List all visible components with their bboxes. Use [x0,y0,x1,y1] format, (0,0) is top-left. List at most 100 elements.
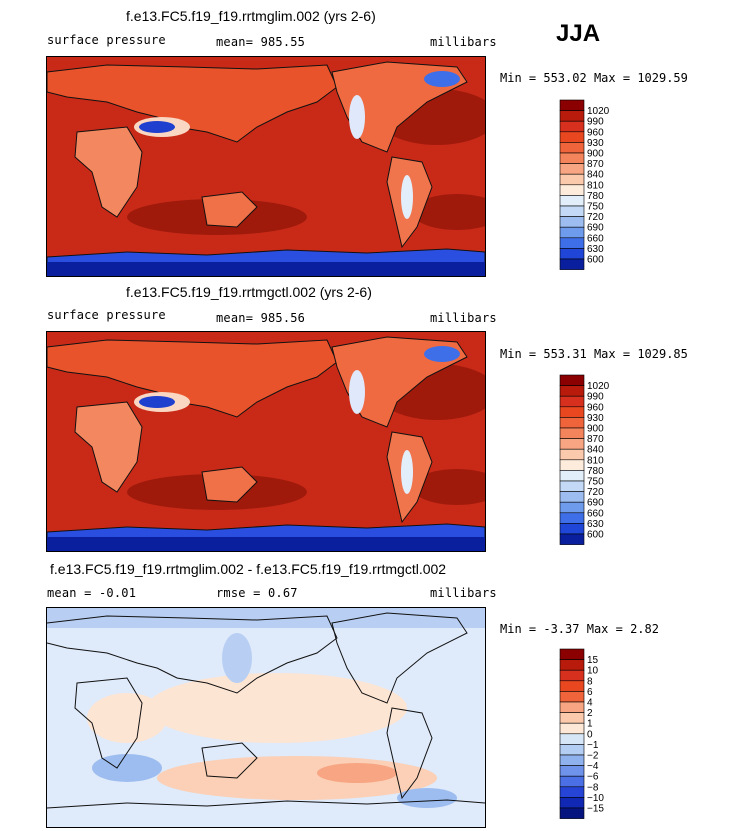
colorbar-tick-label: 630 [587,519,604,530]
panel2-greenland-low [424,346,460,362]
colorbar-tick-label: 840 [587,445,604,456]
panel3-southern-peak [317,763,397,783]
colorbar-swatch [559,512,585,524]
colorbar-swatch [559,258,585,270]
panel1-map-svg [47,57,485,276]
panel1-units: millibars [430,35,497,49]
panel2-map-svg [47,332,485,551]
panel3-min-label: Min = [500,622,537,636]
colorbar-swatch [559,142,585,154]
panel1-min-label: Min = [500,71,537,85]
colorbar-tick-label: 720 [587,212,604,223]
colorbar-tick-label: 960 [587,402,604,413]
panel1-min-value: 553.02 [543,71,587,85]
colorbar-tick-label: 660 [587,233,604,244]
colorbar-swatch [559,216,585,228]
panel3-rmse-value: 0.67 [268,586,298,600]
panel3-map-svg [47,608,485,827]
panel3-map [46,607,486,828]
panel3-australia-coast [201,742,258,779]
panel3-indian-positive [87,693,167,743]
panel2-mean: mean= 985.56 [216,311,305,325]
panel3-eurasia-coast [47,615,338,694]
colorbar-tick-label: −15 [587,804,604,815]
panel2-min-label: Min = [500,347,537,361]
colorbar-swatch [559,797,585,809]
colorbar-swatch [559,448,585,461]
colorbar-tick-label: 870 [587,159,604,170]
colorbar-tick-label: 1020 [587,381,610,392]
panel3-tropical-positive [147,673,407,743]
colorbar-tick-label: 810 [587,455,604,466]
colorbar-tick-label: 8 [587,676,593,687]
panel1-mean: mean= 985.55 [216,35,305,49]
panel1-colorbar-svg: 1020990960930900870840810780750720690660… [559,99,610,270]
panel1-map [46,56,486,277]
panel1-max-label: Max = [593,71,631,85]
colorbar-tick-label: 660 [587,508,604,519]
colorbar-tick-label: −2 [587,751,599,762]
panel2-high-pressure-spac [412,469,485,505]
panel1-andes [401,175,413,219]
panel3-minmax: Min = -3.37 Max = 2.82 [500,622,659,636]
colorbar-swatch [559,438,585,450]
colorbar-tick-label: 1020 [587,106,610,117]
panel3-weddell-negative [397,788,457,808]
colorbar-tick-label: 10 [587,666,599,677]
colorbar-swatch [559,491,585,503]
colorbar-tick-label: −4 [587,761,599,772]
panel3-north-america-coast [331,612,468,704]
colorbar-swatch [559,501,585,514]
colorbar-swatch [559,480,585,492]
colorbar-swatch [559,237,585,249]
colorbar-tick-label: 1 [587,719,593,730]
panel2-min-value: 553.31 [543,347,587,361]
panel3-antarctica-coast [47,799,485,809]
colorbar-tick-label: 780 [587,191,604,202]
panel1-mean-value: 985.55 [260,35,306,49]
panel1-australia [201,191,258,228]
colorbar-swatch [559,648,585,660]
colorbar-swatch [559,680,585,692]
panel3-rmse-label: rmse = [216,586,261,600]
colorbar-swatch [559,470,585,482]
colorbar-tick-label: 990 [587,117,604,128]
panel1-tibet-low [139,121,175,133]
panel3-units: millibars [430,586,497,600]
panel2-mean-label: mean= [216,311,254,325]
colorbar-swatch [559,131,585,143]
colorbar-swatch [559,722,585,735]
colorbar-tick-label: 870 [587,434,604,445]
panel2-max-label: Max = [593,347,631,361]
panel2-tibet-low [139,396,175,408]
colorbar-tick-label: 750 [587,477,604,488]
colorbar-tick-label: 990 [587,392,604,403]
colorbar-swatch [559,754,585,766]
colorbar-swatch [559,226,585,239]
colorbar-tick-label: 960 [587,127,604,138]
colorbar-swatch [559,669,585,682]
colorbar-swatch [559,205,585,217]
panel1-mean-label: mean= [216,35,254,49]
colorbar-swatch [559,775,585,788]
colorbar-swatch [559,184,585,196]
panel1-africa [74,126,143,218]
panel3-coastlines [47,612,485,809]
panel3-arctic-negative [47,608,485,628]
colorbar-swatch [559,712,585,724]
colorbar-swatch [559,691,585,703]
panel1-max-value: 1029.59 [637,71,688,85]
colorbar-swatch [559,417,585,429]
panel1-high-pressure-spac [412,194,485,230]
panel1-variable-label: surface pressure [47,33,166,47]
panel3-mean: mean = -0.01 [47,586,136,600]
colorbar-swatch [559,427,585,439]
colorbar-swatch [559,744,585,756]
panel2-colorbar-svg: 1020990960930900870840810780750720690660… [559,374,610,545]
colorbar-tick-label: 810 [587,180,604,191]
colorbar-swatch [559,99,585,111]
colorbar-swatch [559,533,585,545]
colorbar-tick-label: 630 [587,244,604,255]
panel3-south-america-coast [386,707,433,800]
colorbar-swatch [559,659,585,671]
